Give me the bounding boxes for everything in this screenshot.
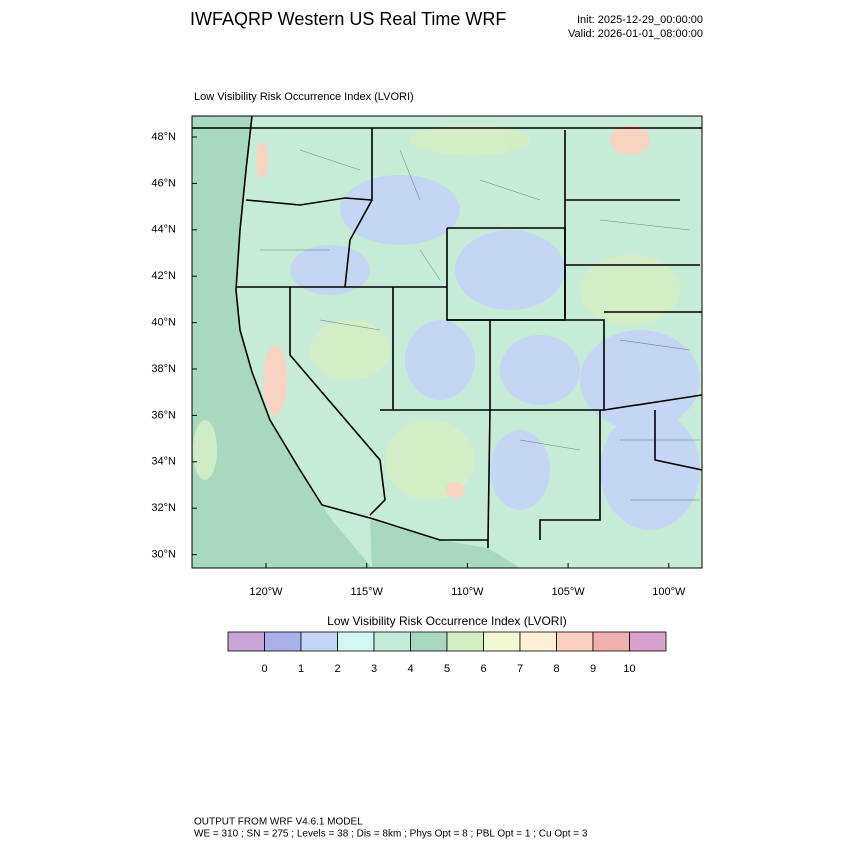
lat-label: 34°N (151, 456, 176, 468)
footer-line: OUTPUT FROM WRF V4.6.1 MODEL (194, 817, 363, 828)
colorbar-box (592, 631, 630, 652)
lat-label: 40°N (151, 317, 176, 329)
lat-label: 48°N (151, 131, 176, 143)
colorbar-box (446, 631, 484, 652)
colorbar-box (410, 631, 448, 652)
colorbar-label: 0 (261, 663, 267, 675)
map-subtitle: Low Visibility Risk Occurrence Index (LV… (194, 91, 414, 103)
lon-label: 110°W (451, 586, 484, 598)
lat-label: 36°N (151, 409, 176, 421)
lon-label: 120°W (249, 586, 283, 598)
colorbar-label: 3 (371, 663, 377, 675)
colorbar-label: 8 (553, 663, 559, 675)
colorbar-label: 4 (407, 663, 413, 675)
map-field (192, 116, 702, 568)
colorbar-label: 2 (334, 663, 340, 675)
colorbar-box (483, 631, 521, 652)
lon-label: 100°W (652, 586, 686, 598)
colorbar-label: 1 (298, 663, 304, 675)
lat-label: 42°N (151, 270, 176, 282)
colorbar-box (264, 631, 302, 652)
lat-label: 32°N (151, 502, 176, 514)
colorbar-box (337, 631, 375, 652)
map-frame (191, 115, 703, 569)
colorbar-title: Low Visibility Risk Occurrence Index (LV… (327, 614, 567, 628)
colorbar-box (373, 631, 411, 652)
colorbar-box (300, 631, 338, 652)
colorbar-box (629, 631, 667, 652)
footer-line: WE = 310 ; SN = 275 ; Levels = 38 ; Dis … (194, 829, 588, 840)
colorbar-label: 5 (444, 663, 450, 675)
lat-label: 44°N (151, 224, 176, 236)
colorbar-label: 7 (517, 663, 523, 675)
colorbar-label: 6 (480, 663, 486, 675)
title: IWFAQRP Western US Real Time WRF (190, 9, 506, 29)
lon-label: 115°W (351, 586, 384, 598)
lat-label: 30°N (151, 549, 176, 561)
lat-label: 38°N (151, 363, 176, 375)
colorbar-box (519, 631, 557, 652)
valid-time: Valid: 2026-01-01_08:00:00 (568, 28, 703, 40)
init-time: Init: 2025-12-29_00:00:00 (577, 14, 703, 26)
colorbar-box (227, 631, 265, 652)
colorbar-box (556, 631, 594, 652)
colorbar-label: 9 (590, 663, 596, 675)
colorbar-label: 10 (623, 663, 635, 675)
lon-label: 105°W (552, 586, 586, 598)
lat-label: 46°N (151, 177, 176, 189)
